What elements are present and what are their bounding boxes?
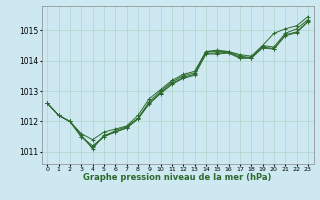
X-axis label: Graphe pression niveau de la mer (hPa): Graphe pression niveau de la mer (hPa) <box>84 173 272 182</box>
